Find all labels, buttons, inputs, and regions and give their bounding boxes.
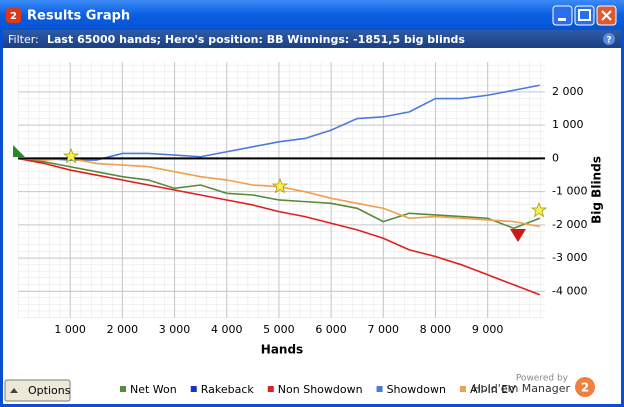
legend-swatch — [190, 386, 197, 392]
app-icon — [6, 8, 21, 23]
y-tick-label: 0 — [552, 151, 559, 164]
y-tick-label: 1 000 — [552, 118, 584, 131]
help-button[interactable] — [603, 33, 615, 45]
x-tick-label: 7 000 — [367, 323, 399, 336]
filter-label: Filter: — [8, 33, 39, 46]
x-tick-label: 8 000 — [420, 323, 452, 336]
maximize-button[interactable] — [574, 5, 595, 26]
legend-label: Non Showdown — [278, 383, 363, 396]
product-name: Hold'em Manager — [473, 382, 571, 395]
y-tick-label: -4 000 — [552, 284, 587, 297]
series-line — [17, 157, 541, 230]
x-tick-label: 4 000 — [211, 323, 243, 336]
start-marker — [13, 145, 25, 157]
minimize-button[interactable] — [552, 5, 573, 26]
options-glyph — [10, 388, 18, 393]
x-tick-label: 9 000 — [472, 323, 504, 336]
legend-label: Rakeback — [201, 383, 255, 396]
y-axis-label: Big Blinds — [590, 156, 604, 224]
x-tick-label: 6 000 — [315, 323, 347, 336]
star-marker — [530, 202, 548, 218]
x-axis-label: Hands — [261, 343, 303, 357]
legend-swatch — [376, 386, 383, 392]
options-label: Options — [28, 384, 71, 397]
y-tick-label: 2 000 — [552, 85, 584, 98]
legend: Net Won Rakeback Non Showdown Showdown All-I… — [120, 383, 516, 396]
legend-label: Showdown — [387, 383, 446, 396]
y-tick-label: -2 000 — [552, 218, 587, 231]
y-tick-label: -3 000 — [552, 251, 587, 264]
app-icon-text: 2 — [10, 11, 17, 22]
y-tick-label: -1 000 — [552, 185, 587, 198]
minimize-glyph — [558, 18, 566, 21]
x-tick-label: 1 000 — [54, 323, 86, 336]
logo — [575, 377, 595, 397]
window-title: Results Graph — [27, 9, 130, 24]
bottom-panel — [3, 377, 621, 404]
powered-by: Powered by — [516, 374, 569, 384]
help-glyph: ? — [606, 36, 611, 46]
legend-label: Net Won — [130, 383, 177, 396]
options-button[interactable] — [4, 379, 71, 402]
title-bar — [0, 0, 624, 30]
legend-label: All-In EV — [470, 383, 516, 396]
legend-swatch — [120, 386, 126, 392]
series-line — [17, 157, 541, 296]
low-marker — [510, 229, 526, 242]
star-marker — [62, 148, 80, 164]
close-glyph — [601, 10, 612, 21]
star-marker — [271, 178, 289, 194]
filter-bar — [3, 30, 621, 48]
x-tick-label: 3 000 — [159, 323, 191, 336]
x-tick-label: 5 000 — [263, 323, 295, 336]
x-tick-label: 2 000 — [107, 323, 139, 336]
legend-swatch — [267, 386, 274, 392]
filter-text: Last 65000 hands; Hero's position: BB Wi… — [47, 33, 465, 46]
maximize-glyph — [578, 9, 591, 21]
logo-text: 2 — [581, 381, 589, 395]
legend-swatch — [459, 386, 466, 392]
